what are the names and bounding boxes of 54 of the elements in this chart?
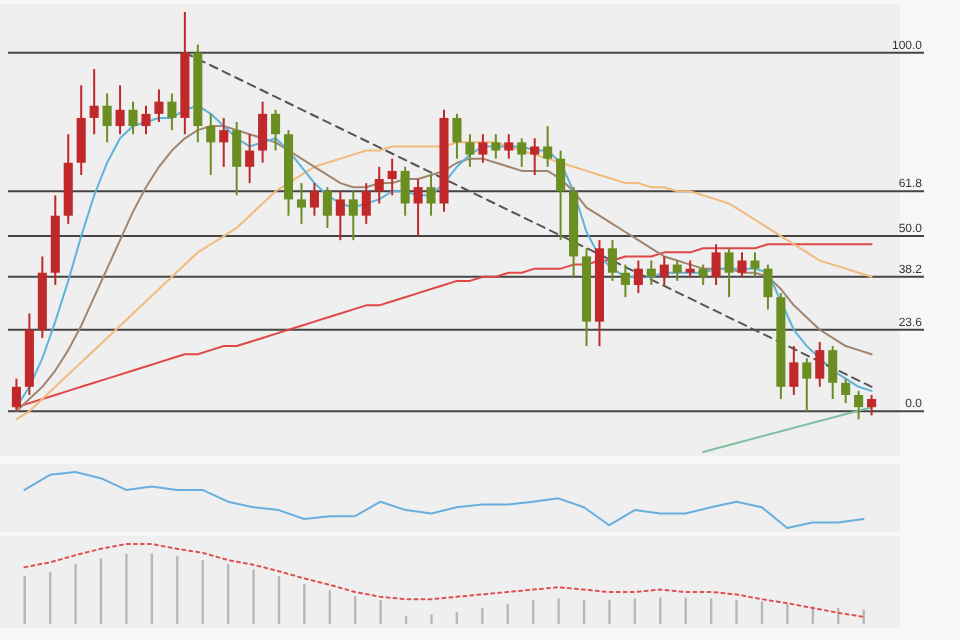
candlestick bbox=[556, 149, 566, 242]
candlestick bbox=[167, 92, 177, 132]
candlestick bbox=[620, 263, 630, 299]
candlestick bbox=[232, 121, 242, 197]
candlestick bbox=[89, 68, 99, 136]
candlestick bbox=[478, 133, 488, 164]
candlestick bbox=[530, 137, 540, 176]
candlestick bbox=[607, 239, 617, 282]
candlestick bbox=[517, 137, 527, 168]
candlestick bbox=[361, 182, 371, 225]
candlestick bbox=[737, 251, 747, 278]
candlestick bbox=[11, 377, 21, 413]
candlestick bbox=[802, 357, 812, 413]
candlestick bbox=[465, 133, 475, 168]
candlestick bbox=[76, 84, 86, 176]
candlestick bbox=[245, 133, 255, 185]
candlestick bbox=[387, 157, 397, 197]
candlestick bbox=[763, 263, 773, 311]
candlestick bbox=[711, 243, 721, 286]
candlestick bbox=[271, 108, 281, 152]
candlestick bbox=[491, 133, 501, 160]
candlestick bbox=[504, 133, 514, 160]
candlestick bbox=[322, 186, 332, 229]
candlestick bbox=[789, 345, 799, 396]
candlestick bbox=[296, 182, 307, 225]
candlestick bbox=[724, 247, 734, 299]
candlestick bbox=[219, 116, 229, 168]
candlestick bbox=[841, 377, 851, 405]
candlestick bbox=[543, 125, 553, 168]
candlestick bbox=[854, 389, 864, 421]
candlestick bbox=[828, 345, 838, 401]
candlestick bbox=[672, 259, 682, 282]
candlestick bbox=[115, 84, 125, 136]
candlestick bbox=[141, 104, 151, 136]
candlestick bbox=[659, 255, 669, 286]
candlestick bbox=[335, 190, 345, 242]
candlestick bbox=[867, 393, 877, 417]
candlestick bbox=[348, 190, 358, 242]
candlestick bbox=[633, 259, 643, 295]
candlestick bbox=[374, 165, 384, 205]
candlestick bbox=[206, 112, 216, 176]
candlestick bbox=[413, 178, 423, 238]
candlestick bbox=[154, 88, 164, 123]
candlestick bbox=[698, 263, 708, 286]
candlestick bbox=[750, 251, 760, 278]
candlestick bbox=[815, 341, 825, 388]
candlestick bbox=[309, 182, 319, 217]
candlestick bbox=[400, 165, 410, 217]
candlestick bbox=[426, 173, 436, 217]
candlestick bbox=[646, 259, 656, 286]
candlestick bbox=[452, 112, 462, 160]
candlestick bbox=[128, 100, 138, 136]
candlestick bbox=[258, 100, 268, 164]
candlestick bbox=[102, 92, 112, 144]
